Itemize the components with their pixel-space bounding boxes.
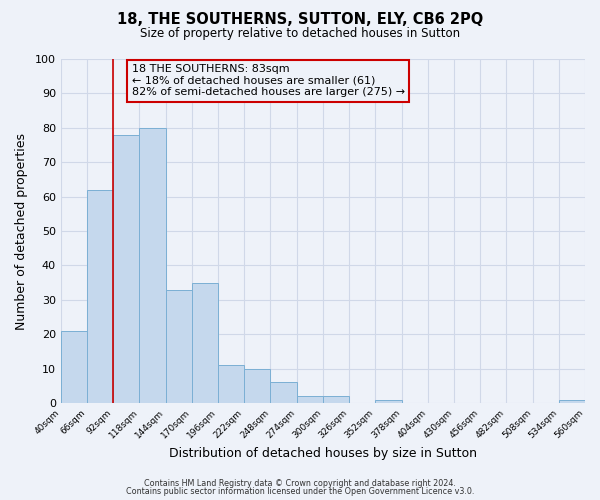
Bar xyxy=(376,400,401,403)
Text: Size of property relative to detached houses in Sutton: Size of property relative to detached ho… xyxy=(140,28,460,40)
Bar xyxy=(323,396,349,403)
Bar xyxy=(559,400,585,403)
Text: Contains public sector information licensed under the Open Government Licence v3: Contains public sector information licen… xyxy=(126,487,474,496)
Text: Contains HM Land Registry data © Crown copyright and database right 2024.: Contains HM Land Registry data © Crown c… xyxy=(144,478,456,488)
Bar xyxy=(244,368,271,403)
Bar xyxy=(296,396,323,403)
Y-axis label: Number of detached properties: Number of detached properties xyxy=(15,132,28,330)
Bar xyxy=(139,128,166,403)
Text: 18 THE SOUTHERNS: 83sqm
← 18% of detached houses are smaller (61)
82% of semi-de: 18 THE SOUTHERNS: 83sqm ← 18% of detache… xyxy=(131,64,404,98)
Bar xyxy=(113,134,139,403)
Text: 18, THE SOUTHERNS, SUTTON, ELY, CB6 2PQ: 18, THE SOUTHERNS, SUTTON, ELY, CB6 2PQ xyxy=(117,12,483,28)
Bar xyxy=(271,382,296,403)
X-axis label: Distribution of detached houses by size in Sutton: Distribution of detached houses by size … xyxy=(169,447,477,460)
Bar xyxy=(218,366,244,403)
Bar xyxy=(166,290,192,403)
Bar xyxy=(192,282,218,403)
Bar xyxy=(61,331,87,403)
Bar xyxy=(87,190,113,403)
